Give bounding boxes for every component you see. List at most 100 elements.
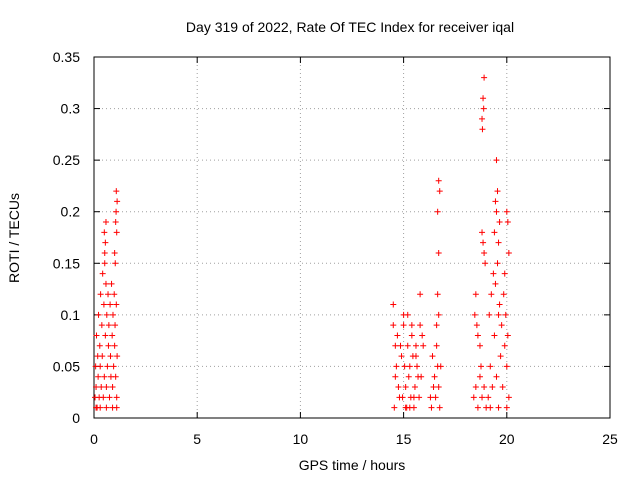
data-point [491,229,498,236]
data-point [103,384,110,391]
data-point [93,384,100,391]
y-tick-label: 0.1 [61,307,81,323]
grid-lines [94,57,610,418]
data-point [108,280,115,287]
y-tick-label: 0.25 [53,152,80,168]
data-point [407,394,414,401]
data-point [402,384,409,391]
data-point [97,404,104,411]
data-point [429,353,436,360]
data-point [98,322,105,329]
data-point [105,322,112,329]
data-point [417,322,424,329]
data-point [482,260,489,267]
data-point [501,270,508,277]
data-point [504,332,511,339]
data-point [434,208,441,215]
y-tick-label: 0.3 [61,101,81,117]
data-point [406,363,413,370]
data-point [493,373,500,380]
data-point [496,219,503,226]
data-point [481,384,488,391]
x-tick-label: 25 [602,431,618,447]
data-point [480,105,487,112]
data-point [408,332,415,339]
data-point [493,208,500,215]
data-point [436,404,443,411]
data-point [490,270,497,277]
data-point [395,384,402,391]
data-point [474,404,481,411]
data-point [95,373,102,380]
data-point [476,373,483,380]
data-point [481,249,488,256]
data-point [503,208,510,215]
data-point [496,301,503,308]
data-point [432,394,439,401]
data-point [400,322,407,329]
data-point [112,219,119,226]
data-point [430,384,437,391]
x-tick-label: 0 [90,431,98,447]
data-point [100,394,107,401]
data-point [479,115,486,122]
data-point [435,384,442,391]
data-point [114,353,121,360]
data-point [107,301,114,308]
data-point [113,229,120,236]
data-point [112,322,119,329]
data-point [491,332,498,339]
data-point [493,157,500,164]
data-point [412,342,419,349]
data-point [481,74,488,81]
data-point [498,322,505,329]
data-point [435,177,442,184]
data-point [103,404,110,411]
data-point [402,404,409,411]
data-point [401,363,408,370]
data-point [434,363,441,370]
data-point [102,239,109,246]
data-point [390,322,397,329]
data-point [397,342,404,349]
data-point [420,342,427,349]
data-point [104,363,111,370]
data-point [504,219,511,226]
data-point [114,198,121,205]
data-point [411,384,418,391]
data-point [435,249,442,256]
data-point [495,239,502,246]
data-point [480,95,487,102]
data-point [419,332,426,339]
data-point [394,332,401,339]
data-point [393,363,400,370]
x-axis-label: GPS time / hours [299,457,406,473]
data-point [97,291,104,298]
data-point [417,291,424,298]
data-point [476,342,483,349]
data-point [392,342,399,349]
data-point [479,229,486,236]
data-point [399,394,406,401]
data-point [113,404,120,411]
data-point [436,188,443,195]
data-point [102,332,109,339]
data-point [501,342,508,349]
data-point [433,322,440,329]
y-tick-label: 0 [72,410,80,426]
x-tick-label: 5 [193,431,201,447]
data-point [479,126,486,133]
data-point [101,260,108,267]
data-point [392,373,399,380]
data-point [435,311,442,318]
y-tick-label: 0.35 [53,49,80,65]
y-axis-label: ROTI / TECUs [6,193,22,283]
data-point [473,322,480,329]
data-point [472,291,479,298]
data-point [486,311,493,318]
data-point [472,384,479,391]
data-point [404,342,411,349]
data-point [113,394,120,401]
data-point [492,280,499,287]
data-point [105,342,112,349]
